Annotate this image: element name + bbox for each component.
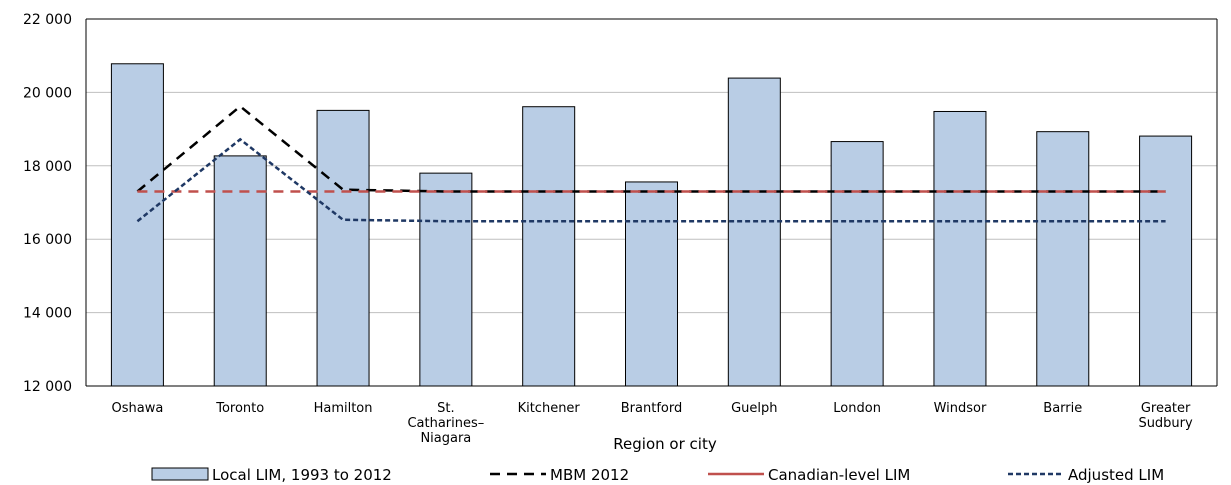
x-tick-label: Toronto bbox=[215, 401, 264, 416]
x-tick-label: St. Catharines– Niagara bbox=[407, 401, 484, 446]
bar bbox=[419, 172, 473, 387]
y-tick-labels: 12 000 14 000 16 000 18 000 20 000 22 000 bbox=[23, 12, 72, 395]
y-tick-label: 18 000 bbox=[23, 159, 72, 175]
y-tick-label: 14 000 bbox=[23, 306, 72, 322]
bar bbox=[625, 181, 678, 387]
legend-label: Adjusted LIM bbox=[1068, 466, 1164, 484]
x-axis-title: Region or city bbox=[613, 435, 717, 453]
x-tick-label: London bbox=[833, 401, 881, 416]
series-line bbox=[136, 137, 1166, 223]
x-tick-label: Guelph bbox=[731, 401, 777, 416]
bar bbox=[522, 106, 576, 387]
legend-label: Canadian-level LIM bbox=[768, 466, 910, 484]
x-tick-label: Windsor bbox=[934, 401, 987, 416]
x-tick-label: Oshawa bbox=[112, 401, 164, 416]
legend-label: Local LIM, 1993 to 2012 bbox=[212, 466, 392, 484]
legend-swatch bbox=[151, 467, 209, 481]
bar bbox=[1036, 131, 1090, 387]
x-tick-labels: Oshawa Toronto Hamilton St. Catharines– Niaga… bbox=[112, 401, 1194, 446]
series-lines bbox=[136, 104, 1166, 223]
x-tick-label: Kitchener bbox=[518, 401, 581, 416]
y-tick-label: 20 000 bbox=[23, 85, 72, 101]
axes bbox=[85, 18, 1218, 387]
x-tick-label: Greater Sudbury bbox=[1138, 401, 1193, 431]
x-tick-label: Brantford bbox=[621, 401, 682, 416]
bar bbox=[830, 141, 884, 387]
bar bbox=[213, 155, 267, 387]
bar bbox=[316, 109, 370, 387]
legend-label: MBM 2012 bbox=[550, 466, 629, 484]
legend: Local LIM, 1993 to 2012 MBM 2012 Canadian-… bbox=[151, 466, 1164, 484]
bars bbox=[110, 63, 1193, 387]
bar bbox=[1139, 135, 1193, 387]
y-tick-label: 12 000 bbox=[23, 379, 72, 395]
x-tick-label: Barrie bbox=[1043, 401, 1082, 416]
bar bbox=[933, 110, 987, 387]
bar bbox=[110, 63, 164, 387]
x-tick-label: Hamilton bbox=[314, 401, 373, 416]
series-line bbox=[136, 104, 1166, 193]
bar bbox=[727, 77, 781, 387]
y-tick-label: 22 000 bbox=[23, 12, 72, 28]
y-tick-label: 16 000 bbox=[23, 232, 72, 248]
